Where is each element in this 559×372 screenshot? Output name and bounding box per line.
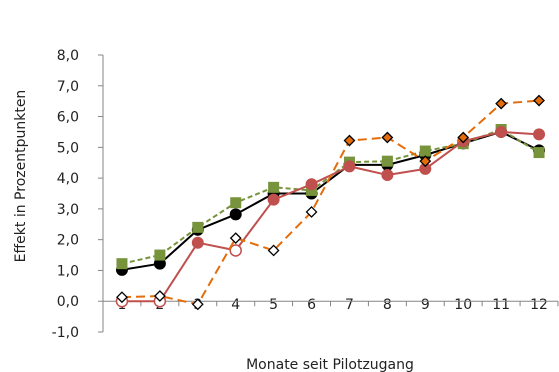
data-point — [116, 258, 128, 270]
data-point — [153, 290, 166, 302]
x-tick-labels: 123456789101112 — [117, 297, 547, 313]
data-point — [305, 178, 318, 191]
axes — [98, 54, 559, 333]
data-point — [267, 193, 280, 206]
series-3 — [115, 125, 546, 308]
data-point — [153, 257, 166, 270]
x-axis-title: Monate seit Pilotzugang — [246, 357, 414, 372]
data-point — [191, 298, 204, 311]
y-tick-label: 7,0 — [57, 79, 79, 95]
x-tick-label: 11 — [492, 297, 510, 313]
data-point — [381, 131, 394, 144]
x-tick-label: 9 — [421, 297, 430, 313]
series-4 — [116, 94, 545, 311]
data-point — [343, 134, 356, 147]
data-point — [381, 169, 394, 182]
series-2 — [116, 123, 545, 270]
y-axis-title: Effekt in Prozentpunkten — [13, 90, 29, 263]
y-tick-label: 2,0 — [57, 233, 79, 249]
data-point — [191, 236, 204, 249]
data-point — [229, 244, 242, 257]
series-line — [121, 128, 540, 265]
x-tick-label: 6 — [307, 297, 316, 313]
series-line — [121, 130, 540, 271]
x-tick-label: 8 — [383, 297, 392, 313]
data-point — [116, 291, 128, 304]
y-tick-label: 1,0 — [57, 263, 79, 279]
y-tick-label: -1,0 — [52, 325, 79, 341]
data-point — [533, 94, 545, 107]
series-1 — [115, 125, 546, 276]
data-point — [306, 184, 318, 196]
data-point — [268, 181, 280, 193]
data-point — [192, 221, 204, 233]
x-tick-label: 5 — [269, 297, 278, 313]
series-line — [121, 99, 540, 306]
data-point — [457, 131, 470, 144]
series-layer — [115, 94, 546, 311]
x-tick-label: 12 — [530, 297, 548, 313]
y-tick-label: 0,0 — [57, 294, 79, 310]
y-tick-label: 6,0 — [57, 110, 79, 126]
data-point — [495, 97, 508, 110]
data-point — [533, 128, 546, 141]
data-point — [343, 160, 356, 173]
data-point — [229, 232, 242, 245]
x-tick-label: 4 — [231, 297, 240, 313]
data-point — [305, 206, 318, 218]
data-point — [230, 197, 242, 209]
x-tick-label: 7 — [345, 297, 354, 313]
data-point — [154, 249, 166, 261]
y-tick-labels: -1,0 0,0 1,0 2,0 3,0 4,0 5,0 6,0 7,0 8,0 — [52, 48, 79, 341]
data-point — [267, 244, 280, 257]
y-tick-label: 4,0 — [57, 171, 79, 187]
data-point — [419, 145, 431, 157]
data-point — [419, 162, 432, 175]
series-line — [122, 130, 540, 303]
y-tick-label: 5,0 — [57, 140, 79, 156]
y-tick-label: 8,0 — [57, 48, 79, 64]
data-point — [229, 208, 242, 221]
y-tick-label: 3,0 — [57, 202, 79, 218]
data-point — [381, 155, 393, 167]
data-point — [495, 125, 508, 138]
x-tick-label: 10 — [454, 297, 472, 313]
data-point — [419, 155, 432, 168]
data-point — [533, 147, 545, 159]
